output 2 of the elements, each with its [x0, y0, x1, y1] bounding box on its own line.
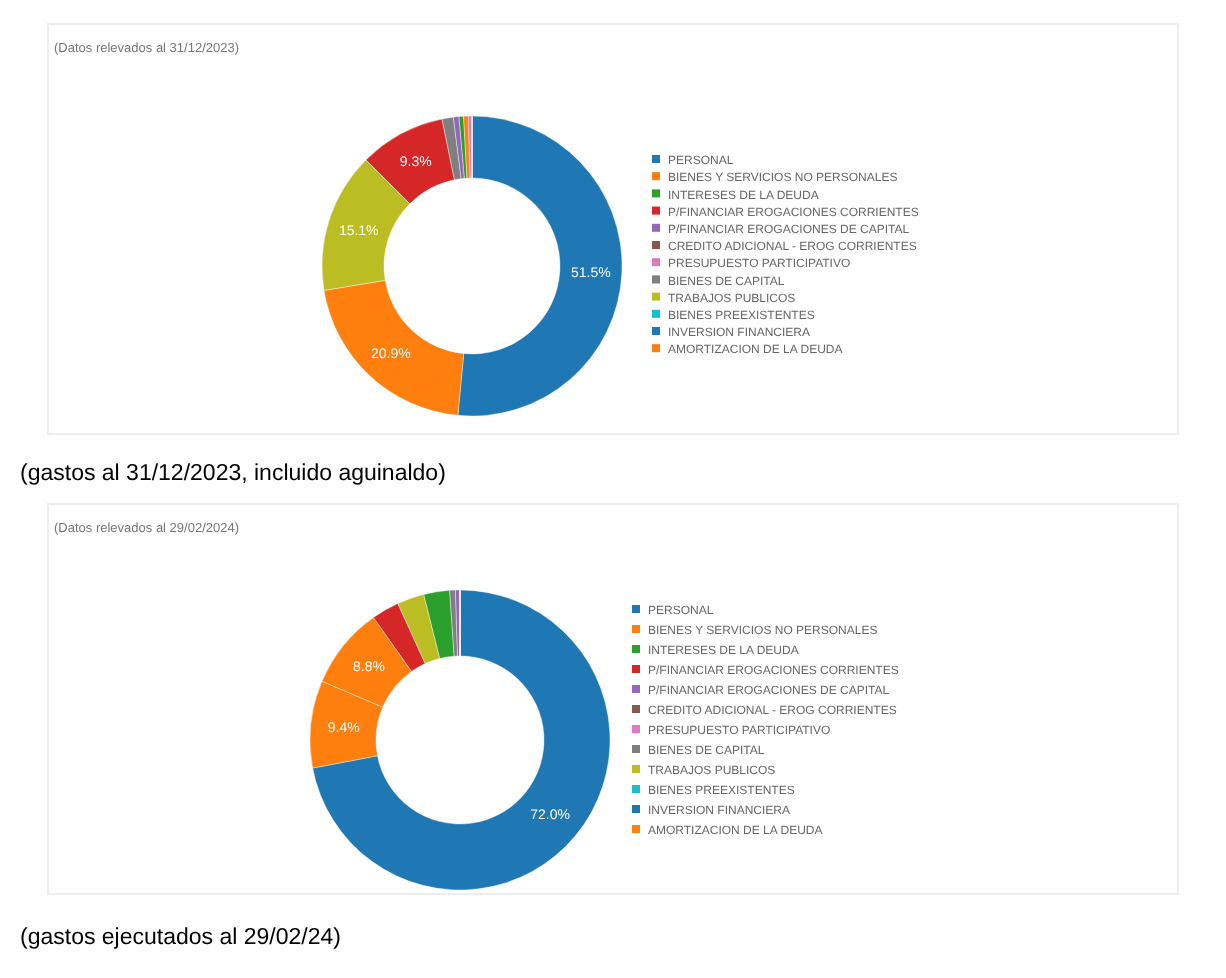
- text: (gastos ejecutados al 29/02/24): [20, 926, 342, 950]
- text: (gastos al 31/12/2023, incluido aguinaldo): [20, 462, 447, 486]
